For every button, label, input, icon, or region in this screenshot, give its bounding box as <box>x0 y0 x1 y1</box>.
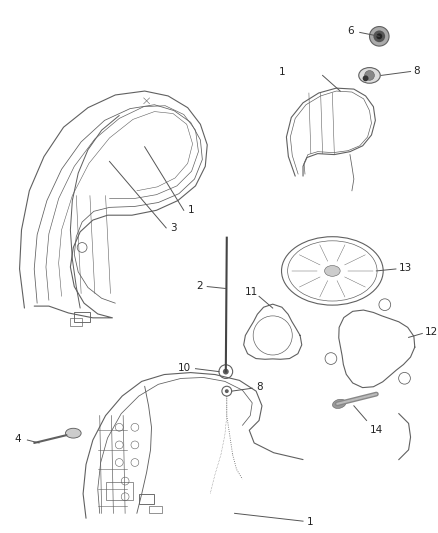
Text: 3: 3 <box>170 223 177 233</box>
Bar <box>71 318 82 326</box>
Text: 4: 4 <box>15 434 21 444</box>
Circle shape <box>370 27 389 46</box>
Bar <box>139 494 155 504</box>
Ellipse shape <box>325 265 340 276</box>
Text: 2: 2 <box>197 280 203 290</box>
Text: 1: 1 <box>279 67 285 77</box>
Circle shape <box>374 30 385 42</box>
Circle shape <box>364 70 374 80</box>
Text: 8: 8 <box>256 382 263 392</box>
Bar <box>106 482 133 499</box>
Text: 10: 10 <box>177 362 191 373</box>
Circle shape <box>223 369 229 375</box>
Text: 12: 12 <box>425 327 438 336</box>
Text: 13: 13 <box>399 263 412 273</box>
Circle shape <box>225 389 229 393</box>
Ellipse shape <box>66 429 81 438</box>
Ellipse shape <box>359 68 380 83</box>
Text: 1: 1 <box>307 517 314 527</box>
Circle shape <box>376 34 382 39</box>
Text: 11: 11 <box>245 287 258 297</box>
Text: 6: 6 <box>347 27 354 36</box>
Ellipse shape <box>332 399 346 408</box>
Bar <box>74 312 90 322</box>
Text: 1: 1 <box>188 205 194 215</box>
Circle shape <box>363 75 368 81</box>
Text: 8: 8 <box>413 66 420 76</box>
Text: 14: 14 <box>370 425 383 435</box>
Bar <box>148 505 162 513</box>
